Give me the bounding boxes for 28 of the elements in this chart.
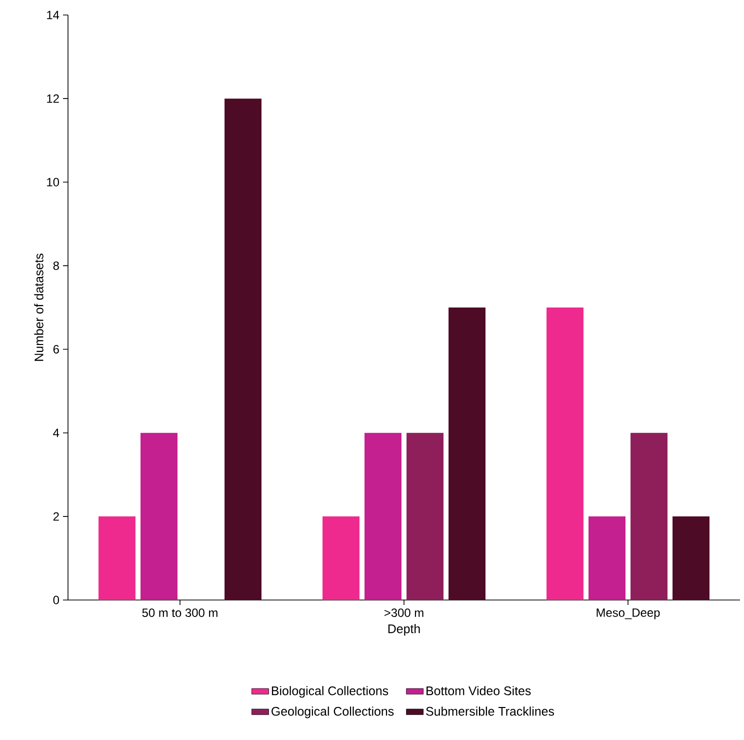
- bar: [448, 307, 486, 600]
- bar: [140, 432, 178, 600]
- y-tick-label: 4: [53, 428, 60, 437]
- bar: [406, 432, 444, 600]
- bar: [588, 516, 626, 600]
- y-tick-label: 14: [47, 10, 60, 20]
- legend-label: Submersible Tracklines: [426, 706, 554, 716]
- legend-label: Bottom Video Sites: [426, 686, 531, 696]
- legend-label: Geological Collections: [272, 706, 394, 718]
- y-tick-label: 6: [53, 345, 59, 354]
- bar: [98, 516, 136, 600]
- x-axis-title: Depth: [388, 624, 420, 636]
- legend-label: Biological Collections: [272, 686, 388, 698]
- y-tick-label: 12: [47, 94, 59, 103]
- bar: [364, 432, 402, 600]
- y-axis-title: Number of datasets: [34, 254, 44, 361]
- y-tick-label: 2: [53, 512, 59, 521]
- x-tick-label: Meso_Deep: [596, 608, 660, 620]
- x-tick-label: >300 m: [384, 608, 424, 617]
- bar: [322, 516, 360, 600]
- y-tick-label: 0: [53, 596, 60, 604]
- bar: [546, 307, 584, 600]
- x-tick-label: 50 m to 300 m: [142, 608, 218, 617]
- bar: [630, 432, 668, 600]
- bar: [672, 516, 710, 600]
- y-tick-label: 8: [53, 261, 59, 270]
- bar: [224, 98, 262, 600]
- y-tick-label: 10: [47, 178, 60, 186]
